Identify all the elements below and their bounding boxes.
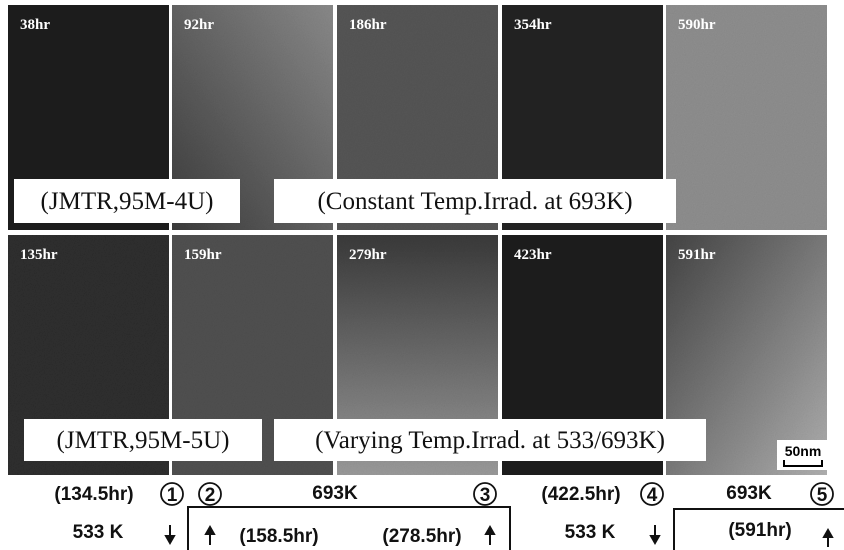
panel-label: 590hr bbox=[678, 17, 716, 33]
temp-label: 533 K bbox=[73, 522, 124, 543]
micrograph-grid: 38hr 92hr 186hr 354hr 590hr 135hr 159hr 279hr 42… bbox=[8, 5, 827, 475]
panel-label: 591hr bbox=[678, 247, 716, 263]
time-label: (278.5hr) bbox=[382, 526, 461, 547]
panel-label: 92hr bbox=[184, 17, 214, 33]
panel-label: 38hr bbox=[20, 17, 50, 33]
temp-label: 533 K bbox=[565, 522, 616, 543]
panel-label: 135hr bbox=[20, 247, 58, 263]
condition-label: (Constant Temp.Irrad. at 693K) bbox=[317, 188, 632, 215]
time-label: (134.5hr) bbox=[54, 484, 133, 505]
panel-label: 186hr bbox=[349, 17, 387, 33]
panel-label: 159hr bbox=[184, 247, 222, 263]
scale-bar-label: 50nm bbox=[785, 443, 822, 459]
panel-label: 279hr bbox=[349, 247, 387, 263]
temp-label: 693K bbox=[312, 483, 358, 504]
temp-label: 693K bbox=[726, 483, 772, 504]
condition-label: (Varying Temp.Irrad. at 533/693K) bbox=[315, 427, 665, 454]
step-number: 2 bbox=[205, 485, 216, 506]
time-label: (158.5hr) bbox=[239, 526, 318, 547]
step-number: 5 bbox=[817, 485, 828, 506]
time-label: (422.5hr) bbox=[541, 484, 620, 505]
panel-label: 354hr bbox=[514, 17, 552, 33]
figure: 38hr92hr186hr354hr590hr135hr159hr279hr42… bbox=[0, 0, 844, 550]
specimen-label: (JMTR,95M-5U) bbox=[57, 427, 230, 454]
panel-label: 423hr bbox=[514, 247, 552, 263]
micrograph bbox=[666, 5, 827, 230]
step-number: 3 bbox=[480, 485, 491, 506]
step-number: 4 bbox=[647, 485, 658, 506]
time-label: (591hr) bbox=[728, 520, 791, 541]
step-number: 1 bbox=[167, 485, 178, 506]
specimen-label: (JMTR,95M-4U) bbox=[41, 188, 214, 215]
